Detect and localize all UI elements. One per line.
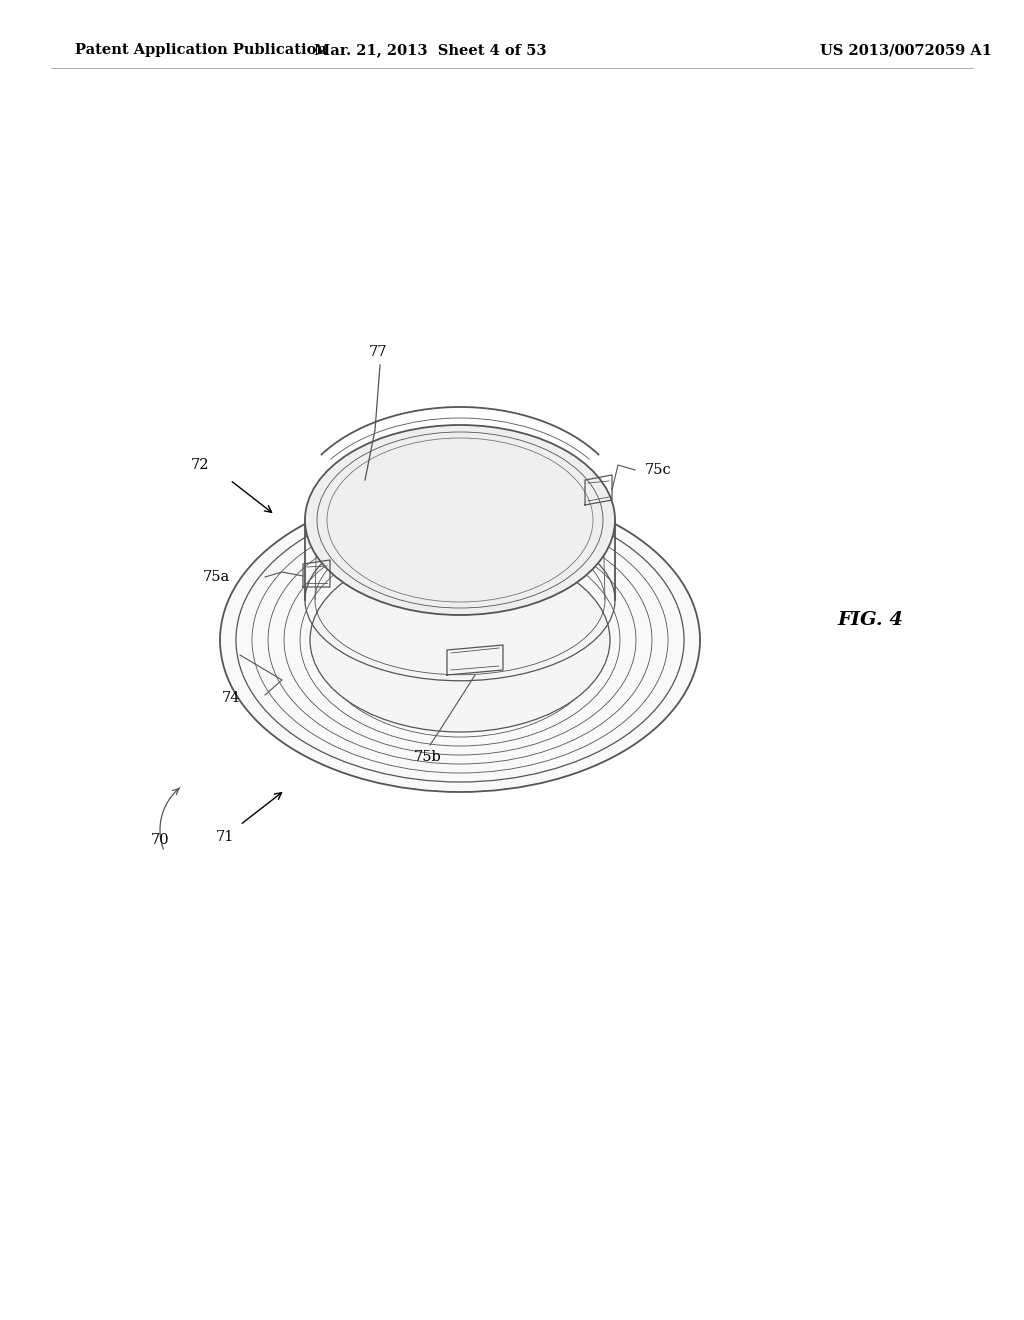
Text: 70: 70 [151,833,169,847]
Text: 75c: 75c [645,463,672,477]
Text: US 2013/0072059 A1: US 2013/0072059 A1 [820,44,992,57]
Text: 74: 74 [221,690,240,705]
Text: 71: 71 [216,830,234,843]
Text: Mar. 21, 2013  Sheet 4 of 53: Mar. 21, 2013 Sheet 4 of 53 [313,44,546,57]
Text: 72: 72 [190,458,209,473]
Ellipse shape [220,488,700,792]
Text: Patent Application Publication: Patent Application Publication [75,44,327,57]
Text: FIG. 4: FIG. 4 [837,611,903,630]
Text: 75b: 75b [414,750,442,764]
Ellipse shape [310,548,610,733]
Ellipse shape [305,425,615,615]
Text: 75a: 75a [203,570,230,583]
Text: 77: 77 [369,345,387,359]
